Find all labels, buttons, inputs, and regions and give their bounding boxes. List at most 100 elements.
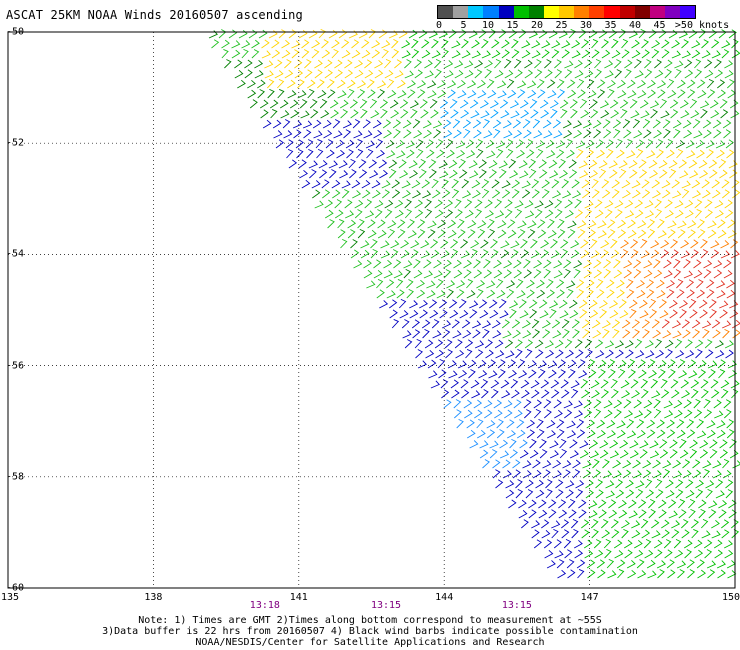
wind-barb (576, 419, 585, 429)
wind-barb (722, 458, 730, 469)
wind-barb (708, 29, 717, 39)
wind-barb (728, 29, 737, 39)
wind-barb (476, 279, 486, 289)
wind-barb (689, 170, 699, 179)
wind-barb (610, 378, 618, 389)
wind-barb (699, 449, 709, 459)
wind-barb (552, 330, 562, 339)
wind-barb (651, 390, 661, 399)
wind-barb (674, 549, 684, 559)
wind-barb (581, 319, 591, 329)
wind-barb (556, 149, 565, 159)
wind-barb (570, 518, 579, 529)
wind-barb (566, 280, 576, 289)
wind-barb (727, 89, 737, 99)
wind-barb (427, 220, 437, 229)
longitude-label: 150 (721, 592, 740, 603)
wind-barb (390, 109, 400, 119)
wind-barb (578, 509, 587, 519)
wind-barb (704, 339, 713, 349)
wind-barb (601, 320, 611, 329)
wind-barb (708, 159, 718, 169)
wind-barb (607, 229, 616, 239)
wind-barb (424, 208, 433, 219)
wind-barb (606, 279, 615, 289)
wind-barb (639, 310, 649, 319)
wind-barb (624, 410, 634, 419)
wind-barb (618, 160, 628, 169)
wind-barb (527, 360, 537, 369)
wind-barb (402, 119, 412, 129)
wind-barb (726, 79, 735, 89)
wind-barb (609, 300, 619, 309)
wind-barb (680, 519, 689, 529)
wind-barb (543, 399, 552, 409)
wind-barb (693, 259, 702, 269)
wind-barb (687, 79, 696, 89)
wind-barb (681, 389, 691, 399)
wind-barb (487, 228, 496, 239)
wind-barb (431, 319, 440, 329)
wind-barb (598, 369, 606, 379)
wind-barb (567, 89, 577, 99)
wind-barb (324, 199, 334, 209)
wind-barb (451, 319, 460, 329)
wind-barb (576, 429, 586, 439)
wind-barb (374, 209, 383, 219)
colorbar-tick-label: >50 knots (674, 20, 730, 31)
wind-barb (419, 99, 428, 109)
wind-barb (515, 348, 523, 359)
wind-barb (285, 139, 294, 149)
wind-barb (706, 560, 717, 569)
wind-barb (489, 299, 498, 309)
wind-barb (463, 259, 472, 269)
wind-barb (593, 129, 602, 139)
wind-barb (663, 270, 673, 279)
wind-barb (596, 559, 606, 569)
wind-barb (598, 29, 608, 39)
wind-barb (689, 98, 698, 109)
wind-barb (709, 169, 718, 179)
wind-barb (727, 230, 737, 239)
wind-barb (640, 518, 649, 529)
wind-barb (701, 39, 709, 49)
wind-barb (535, 349, 544, 359)
wind-barb (599, 168, 607, 179)
wind-barb (470, 379, 480, 389)
wind-barb (557, 89, 566, 99)
wind-barb (721, 179, 730, 189)
wind-barb (715, 490, 725, 499)
wind-barb (298, 159, 307, 169)
colorbar-swatch (649, 6, 665, 18)
wind-barb (484, 210, 494, 219)
wind-barb (450, 248, 459, 259)
wind-barb (517, 89, 526, 99)
wind-barb (586, 288, 594, 299)
wind-barb (379, 169, 388, 179)
wind-barb (670, 249, 679, 259)
wind-barb (397, 90, 407, 99)
wind-barb (439, 170, 449, 179)
wind-barb (364, 69, 374, 79)
wind-barb (424, 59, 433, 69)
wind-barb (441, 38, 449, 49)
wind-barb (339, 99, 349, 109)
wind-barb (685, 479, 694, 489)
wind-barb (597, 230, 607, 239)
wind-barb (651, 319, 660, 329)
wind-barb (360, 249, 370, 259)
wind-barb (667, 229, 676, 239)
wind-barb (474, 69, 483, 79)
wind-barb (572, 120, 583, 129)
wind-barb (590, 379, 600, 389)
wind-barb (241, 40, 251, 49)
wind-barb (730, 250, 740, 259)
wind-barb (609, 169, 618, 179)
wind-barb (334, 199, 343, 209)
wind-barb (553, 399, 562, 409)
wind-barb (406, 279, 414, 289)
wind-barb (555, 489, 564, 499)
wind-barb (622, 469, 632, 479)
wind-barb (716, 290, 726, 299)
wind-barb (550, 239, 558, 249)
